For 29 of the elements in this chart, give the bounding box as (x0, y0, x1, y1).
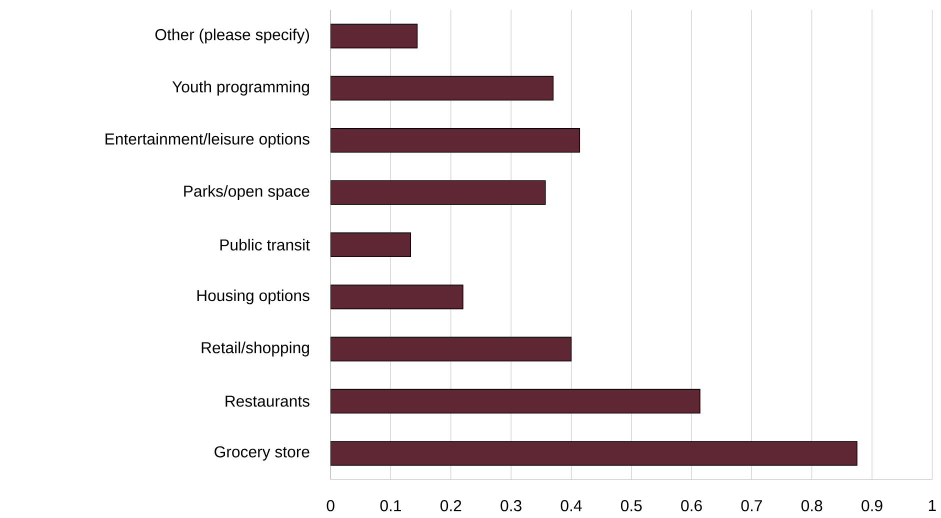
bar (330, 128, 580, 153)
x-tick-label: 0.9 (862, 500, 882, 512)
y-tick-label: Youth programming (172, 80, 309, 96)
y-tick-label: Restaurants (226, 396, 310, 407)
x-tick-label: 0.7 (741, 500, 762, 512)
bar (330, 284, 464, 310)
x-tick-label: 0.5 (620, 500, 642, 512)
y-tick-label: Housing options (197, 289, 310, 304)
x-tick-label: 0 (326, 500, 334, 512)
y-tick-label: Parks/open space (184, 185, 310, 200)
x-tick-label: 0.1 (380, 500, 402, 512)
y-tick-label: Other (please specify) (155, 28, 309, 44)
y-tick-label: Entertainment/leisure options (106, 132, 310, 148)
bar (330, 441, 858, 466)
x-tick-label: 0.8 (801, 500, 822, 512)
bar (330, 24, 418, 48)
y-tick-label: Grocery store (214, 446, 310, 461)
y-tick-label: Public transit (220, 238, 310, 250)
bar (330, 388, 700, 414)
x-tick-label: 0.6 (681, 500, 702, 512)
bar (330, 180, 546, 205)
x-tick-label: 1 (928, 500, 936, 511)
y-tick-label: Retail/shopping (202, 342, 309, 356)
x-tick-label: 0.4 (560, 500, 582, 512)
bar (330, 232, 411, 257)
bar (330, 336, 572, 362)
x-tick-label: 0.3 (500, 500, 522, 512)
x-tick-label: 0.2 (440, 500, 462, 512)
bar (330, 76, 554, 100)
